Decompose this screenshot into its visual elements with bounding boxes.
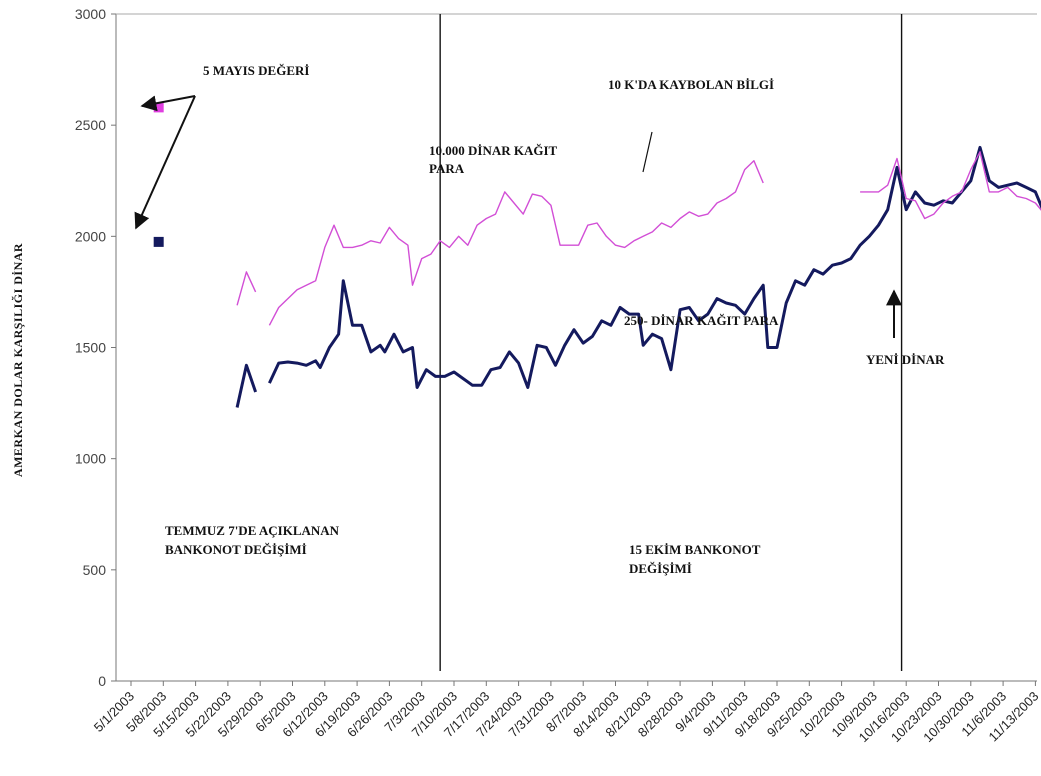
arrow-5-mayis-lower <box>134 95 196 230</box>
annotation-5-mayis: 5 MAYIS DEĞERİ <box>203 63 309 78</box>
annotation-temmuz-7: TEMMUZ 7'DE AÇIKLANAN BANKONOT DEĞİŞİMİ <box>165 523 340 557</box>
annotation-10k-missing: 10 K'DA KAYBOLAN BİLGİ <box>608 77 774 92</box>
series-line-0 <box>235 363 258 408</box>
annotations: 5 MAYIS DEĞERİ 10 K'DA KAYBOLAN BİLGİ 10… <box>165 63 945 576</box>
y-axis-label: AMERKAN DOLAR KARŞILIĞI DİNAR <box>11 243 25 477</box>
y-tick-label: 2000 <box>75 228 106 244</box>
points-layer <box>153 102 164 247</box>
annotation-250-dinar: 250- DİNAR KAĞIT PARA <box>624 313 779 328</box>
axes: 0500100015002000250030005/1/20035/8/2003… <box>75 6 1041 745</box>
y-tick-label: 2500 <box>75 117 106 133</box>
annotation-10000-dinar: 10.000 DİNAR KAĞIT PARA <box>429 143 558 176</box>
series-line-1 <box>860 151 1041 220</box>
series-line-0 <box>268 145 1041 389</box>
single-point-1 <box>153 236 164 247</box>
y-tick-label: 3000 <box>75 6 106 22</box>
arrow-5-mayis-upper <box>140 95 196 112</box>
y-tick-label: 0 <box>98 673 106 689</box>
annotation-15-ekim: 15 EKİM BANKONOT DEĞİŞİMİ <box>629 542 761 576</box>
missing-info-marker <box>642 131 653 173</box>
series-line-1 <box>268 160 764 326</box>
series-layer <box>235 145 1041 408</box>
series-line-1 <box>236 271 257 306</box>
y-tick-label: 1000 <box>75 451 106 467</box>
y-tick-label: 1500 <box>75 340 106 356</box>
single-point-0 <box>153 102 164 113</box>
y-tick-label: 500 <box>83 562 107 578</box>
annotation-arrows <box>134 95 902 338</box>
annotation-yeni-dinar: YENİ DİNAR <box>866 352 945 367</box>
